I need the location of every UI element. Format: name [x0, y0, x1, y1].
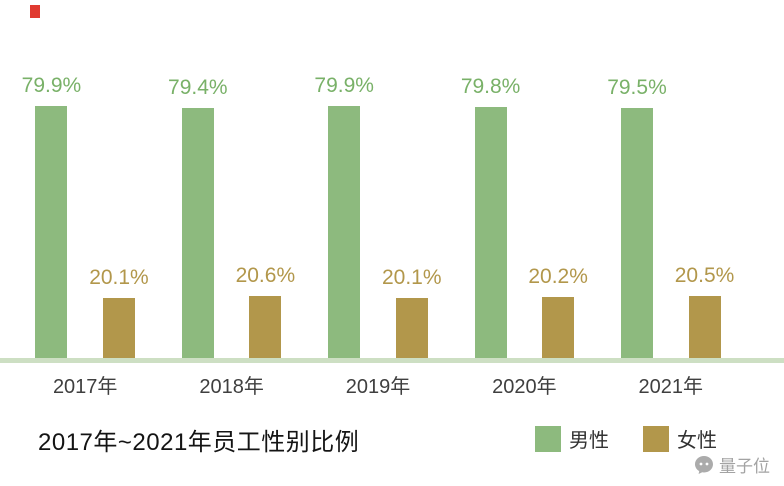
bar-value-label-male: 79.9%: [21, 74, 82, 97]
x-axis-label: 2017年: [52, 376, 118, 398]
bar-column-female: 20.5%: [674, 264, 735, 362]
bar-female: [102, 298, 135, 362]
bar-value-label-male: 79.9%: [314, 74, 374, 97]
bar-column-female: 20.1%: [89, 266, 149, 362]
bar-column-female: 20.2%: [528, 265, 588, 362]
bar-group: 79.8% 20.2% 2020年: [461, 75, 588, 400]
bar-value-label-male: 79.4%: [168, 76, 228, 99]
bar-value-label-female: 20.1%: [381, 266, 442, 289]
legend-swatch-female: [643, 425, 669, 452]
legend-item-female: 女性: [643, 424, 717, 453]
bar-value-label-female: 20.2%: [528, 265, 588, 288]
red-mark-decoration: [30, 5, 40, 18]
bar-value-label-female: 20.6%: [235, 264, 296, 287]
legend-label-male: 男性: [569, 430, 609, 452]
bar-female: [688, 296, 721, 362]
chart-title: 2017年~2021年员工性别比例: [38, 429, 360, 456]
bar-pair: 79.5% 20.5%: [607, 76, 734, 362]
watermark: 量子位: [694, 452, 770, 477]
bar-group: 79.4% 20.6% 2018年: [168, 76, 295, 400]
bar-value-label-male: 79.8%: [460, 75, 521, 98]
legend-item-male: 男性: [535, 424, 609, 453]
bar-male: [181, 108, 214, 362]
chart-legend: 男性 女性: [535, 424, 717, 453]
bar-pair: 79.8% 20.2%: [461, 75, 588, 362]
bar-column-male: 79.9%: [21, 74, 82, 362]
x-axis-label: 2019年: [345, 376, 411, 398]
legend-label-female: 女性: [677, 430, 717, 452]
bar-group: 79.9% 20.1% 2017年: [22, 74, 149, 400]
bar-column-male: 79.8%: [460, 75, 521, 362]
x-axis-label: 2020年: [492, 376, 557, 398]
bar-female: [395, 298, 428, 362]
bar-female: [249, 296, 282, 362]
bar-column-female: 20.1%: [382, 266, 442, 362]
bar-female: [542, 297, 575, 362]
legend-swatch-male: [535, 425, 561, 452]
bar-male: [474, 107, 507, 362]
bar-male: [35, 106, 68, 362]
bar-pair: 79.9% 20.1%: [314, 74, 442, 362]
watermark-text: 量子位: [719, 457, 770, 476]
x-axis-label: 2021年: [638, 376, 704, 398]
bar-value-label-male: 79.5%: [607, 76, 667, 99]
bar-column-male: 79.5%: [607, 76, 667, 362]
bar-column-male: 79.9%: [314, 74, 374, 362]
bar-column-male: 79.4%: [168, 76, 228, 362]
bar-pair: 79.9% 20.1%: [22, 74, 149, 362]
bar-male: [328, 106, 361, 362]
qbitai-logo-icon: [695, 455, 713, 474]
bar-value-label-female: 20.1%: [89, 266, 149, 289]
bar-value-label-female: 20.5%: [674, 264, 735, 287]
bar-group: 79.9% 20.1% 2019年: [314, 74, 441, 400]
bar-chart: 79.9% 20.1% 2017年 79.4% 20.6% 2018年 79.9% 20.1%…: [22, 74, 735, 400]
x-axis-label: 2018年: [199, 376, 264, 398]
x-axis-baseline: [0, 358, 784, 363]
bar-male: [620, 108, 653, 362]
bar-group: 79.5% 20.5% 2021年: [607, 76, 734, 400]
bar-column-female: 20.6%: [235, 264, 296, 362]
bar-pair: 79.4% 20.6%: [168, 76, 295, 362]
